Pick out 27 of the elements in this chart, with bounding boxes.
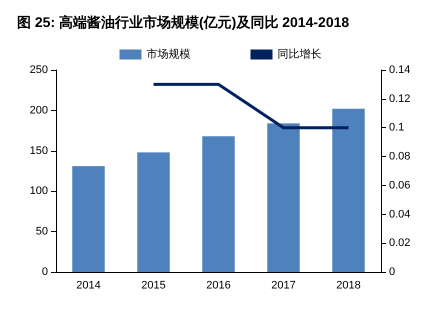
x-tick-label: 2016 <box>206 280 231 292</box>
y-tick-label: 100 <box>30 185 48 198</box>
x-tick-label: 2017 <box>271 280 296 292</box>
y-tick-label: 250 <box>30 64 48 76</box>
y2-tick-label: 0.1 <box>389 122 404 134</box>
legend-label: 同比增长 <box>278 48 322 60</box>
y2-tick-label: 0.08 <box>389 150 410 163</box>
chart-title: 图 25: 高端酱油行业市场规模(亿元)及同比 2014-2018 <box>17 14 350 30</box>
y2-tick-label: 0.06 <box>389 179 410 192</box>
y-tick-label: 200 <box>30 104 48 116</box>
legend-label: 市场规模 <box>146 48 190 60</box>
x-tick-label: 2014 <box>76 280 101 292</box>
bar <box>137 152 170 272</box>
x-tick-label: 2015 <box>141 280 166 292</box>
y-tick-label: 0 <box>42 266 48 278</box>
bar <box>202 136 235 272</box>
y-tick-label: 150 <box>30 144 48 157</box>
x-tick-label: 2018 <box>336 280 361 292</box>
y2-tick-label: 0.14 <box>389 64 410 76</box>
bar <box>72 166 105 272</box>
bar <box>332 108 365 272</box>
y2-tick-label: 0.02 <box>389 237 410 250</box>
y-tick-label: 50 <box>36 226 48 238</box>
y2-tick-label: 0.12 <box>389 92 410 105</box>
y2-tick-label: 0.04 <box>389 208 410 220</box>
y2-tick-label: 0 <box>389 266 396 278</box>
bar <box>267 123 300 272</box>
